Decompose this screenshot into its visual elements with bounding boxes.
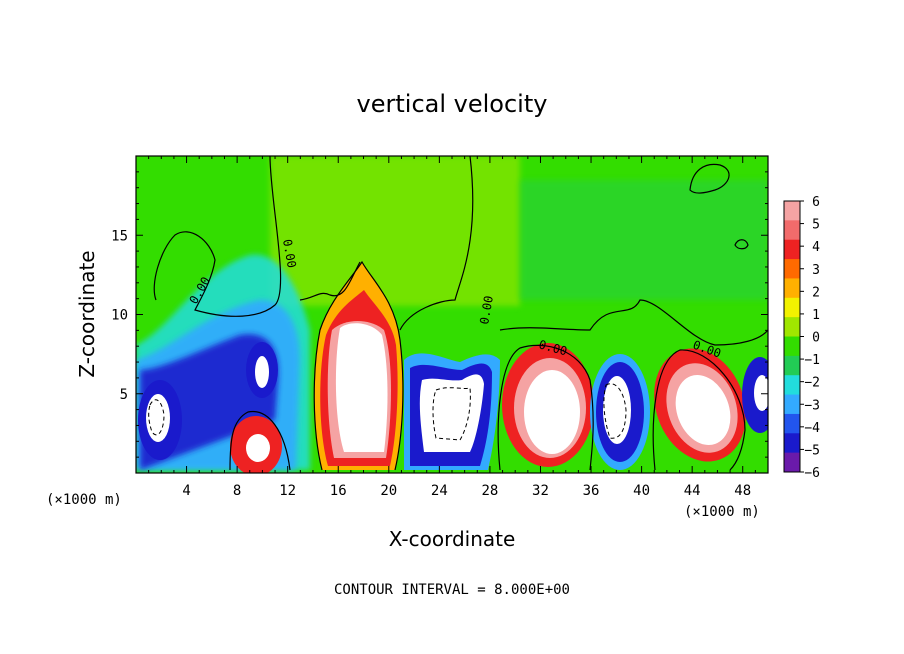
y-tick-label: 5: [120, 387, 128, 403]
contour-interval-note: CONTOUR INTERVAL = 8.000E+00: [334, 582, 570, 598]
colorbar-tick-label: −3: [804, 398, 820, 413]
contour-updraft-main: [313, 260, 404, 471]
contour-bottom-left: [229, 410, 291, 471]
x-tick-label: 24: [431, 483, 448, 499]
colorbar-swatch: [784, 375, 800, 396]
x-axis: 4 8 12 16 20 24 28 32 36 40 44 48: [148, 156, 756, 499]
right-upper-field: [520, 180, 768, 300]
colorbar-tick-label: 0: [812, 331, 820, 346]
x-tick-label: 16: [330, 483, 347, 499]
contour-updraft-3: [497, 344, 594, 471]
colorbar-swatch: [784, 239, 800, 260]
zero-contour-center: [299, 156, 474, 331]
x-tick-label: 28: [481, 483, 498, 499]
colorbar-swatch: [784, 433, 800, 454]
y-tick-label: 15: [111, 228, 128, 244]
colorbar-tick-label: 3: [812, 263, 820, 278]
x-tick-label: 40: [633, 483, 650, 499]
colorbar-swatch: [784, 201, 800, 221]
contour-top-right-blob: [689, 163, 730, 194]
x-unit-left: (×1000 m): [46, 492, 122, 508]
updraft-5-core: [675, 375, 731, 445]
downdraft-left-2-core: [255, 356, 269, 388]
colorbar-tick-label: −2: [804, 376, 820, 391]
colorbar-tick-label: 5: [812, 218, 820, 233]
colorbar: 6 5 4 3 2 1 0 −1 −2 −3 −4 −5 −6: [783, 195, 820, 481]
updraft-3-core: [524, 370, 580, 454]
updraft-small-left-core: [246, 434, 270, 462]
colorbar-tick-label: −6: [804, 466, 820, 481]
x-tick-label: 4: [182, 483, 190, 499]
colorbar-tick-label: 4: [812, 240, 820, 255]
y-axis: 5 10 15: [111, 171, 768, 458]
downdraft-6-core: [754, 375, 768, 411]
colorbar-tick-label: −5: [804, 443, 820, 458]
colorbar-swatch: [784, 297, 800, 318]
colorbar-tick-label: 6: [812, 195, 820, 210]
colorbar-swatch: [784, 452, 800, 473]
zero-contour-left: [153, 156, 282, 317]
contour-lines: [153, 156, 768, 471]
downdraft-2-core: [419, 374, 484, 452]
colorbar-tick-label: −4: [804, 421, 820, 436]
dashed-contours: [148, 383, 627, 441]
x-tick-label: 48: [734, 483, 751, 499]
x-tick-label: 20: [380, 483, 397, 499]
colorbar-swatch: [784, 278, 800, 299]
x-tick-label: 44: [684, 483, 701, 499]
x-tick-label: 32: [532, 483, 549, 499]
x-axis-title: X-coordinate: [389, 527, 516, 551]
colorbar-tick-label: 2: [812, 285, 820, 300]
chart-title: vertical velocity: [357, 90, 548, 118]
contour-label-3: 0.00: [477, 295, 496, 326]
colorbar-swatch: [784, 259, 800, 279]
colorbar-swatch: [784, 413, 800, 434]
contour-label-2: 0.00: [280, 238, 299, 269]
x-unit-right: (×1000 m): [684, 504, 760, 520]
y-tick-label: 10: [111, 308, 128, 324]
zero-contour-right: [499, 299, 768, 346]
dashed-contour-downdraft-far-left: [148, 399, 165, 436]
colorbar-swatch: [784, 336, 800, 357]
x-tick-label: 36: [583, 483, 600, 499]
colorbar-swatch: [784, 355, 800, 376]
colorbar-tick-label: −1: [804, 353, 820, 368]
colorbar-tick-label: 1: [812, 308, 820, 323]
colorbar-swatch: [784, 317, 800, 337]
x-tick-label: 12: [279, 483, 296, 499]
plot-area: 0.00 0.00 0.00 0.00 0.00: [136, 156, 768, 473]
colorbar-swatch: [784, 220, 800, 241]
x-tick-label: 8: [233, 483, 241, 499]
updraft-main-core: [335, 323, 388, 452]
upper-field: [270, 156, 520, 306]
colorbar-swatch: [784, 394, 800, 415]
y-axis-title: Z-coordinate: [75, 250, 99, 377]
downdraft-far-left-core: [146, 394, 170, 442]
downdraft-4-core: [603, 376, 631, 444]
dashed-contour-downdraft-4: [603, 383, 627, 439]
contour-updraft-5: [652, 349, 746, 471]
contour-top-right-small: [734, 239, 749, 250]
